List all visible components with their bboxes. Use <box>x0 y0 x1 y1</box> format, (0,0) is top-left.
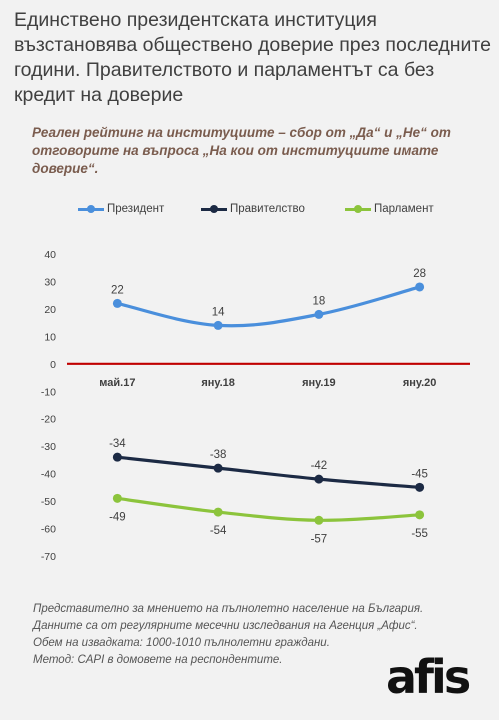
data-point <box>314 309 324 319</box>
data-label: 18 <box>312 295 325 307</box>
legend-label-parliament: Парламент <box>374 203 434 215</box>
data-point <box>314 474 324 484</box>
data-label: -45 <box>411 468 428 480</box>
data-point <box>415 510 425 520</box>
y-tick-label: -40 <box>41 469 56 481</box>
legend-item-parliament: Парламент <box>345 203 434 215</box>
y-tick-label: -50 <box>41 496 56 508</box>
y-tick-label: 40 <box>44 249 56 261</box>
y-tick-label: -10 <box>41 386 56 398</box>
data-label: -49 <box>109 511 126 523</box>
footnote-line: Данните са от регулярните месечни изслед… <box>33 620 418 632</box>
data-point <box>415 282 425 292</box>
legend-label-government: Правителство <box>230 203 305 215</box>
data-label: -57 <box>311 533 328 545</box>
y-tick-label: -60 <box>41 524 56 536</box>
line-chart: 40 30 20 10 0 -10 -20 -30 -40 -50 -60 -70 май.17 яну.… <box>41 249 470 563</box>
data-point <box>213 507 223 517</box>
footnote-line: Обем на извадката: 1000-1010 пълнолетни … <box>33 637 330 649</box>
data-label: -38 <box>210 449 227 461</box>
footnote-line: Метод: CAPI в домовете на респондентите. <box>33 654 283 666</box>
y-tick-label: -20 <box>41 414 56 426</box>
series-line <box>115 285 422 328</box>
data-point <box>112 452 122 462</box>
data-point <box>213 463 223 473</box>
y-tick-label: 0 <box>50 359 56 371</box>
chart-subtitle: Реален рейтинг на институциите – сбор от… <box>32 125 451 176</box>
data-label: 22 <box>111 284 124 296</box>
footnote-line: Представително за мнението на пълнолетно… <box>33 603 424 615</box>
afis-logo: afis <box>386 650 471 704</box>
y-tick-label: 30 <box>44 276 56 288</box>
data-point <box>415 482 425 492</box>
data-label: -42 <box>311 460 328 472</box>
y-tick-label: 20 <box>44 304 56 316</box>
data-point <box>112 298 122 308</box>
x-tick-label: май.17 <box>99 377 135 389</box>
data-point <box>112 493 122 503</box>
y-tick-label: 10 <box>44 331 56 343</box>
x-tick-label: яну.20 <box>403 377 437 389</box>
legend-item-government: Правителство <box>201 203 305 215</box>
x-tick-label: яну.19 <box>302 377 336 389</box>
data-point <box>213 320 223 330</box>
legend-swatch-parliament <box>345 204 371 214</box>
x-tick-label: яну.18 <box>201 377 235 389</box>
data-label: -54 <box>210 525 227 537</box>
data-label: 28 <box>413 268 426 280</box>
legend-swatch-president <box>78 204 104 214</box>
series-line <box>115 455 422 489</box>
data-label: 14 <box>212 306 225 318</box>
y-tick-label: -70 <box>41 551 56 563</box>
legend-label-president: Президент <box>107 203 165 215</box>
data-label: -34 <box>109 438 126 450</box>
series-line <box>115 496 422 522</box>
data-label: -55 <box>411 528 428 540</box>
legend-swatch-government <box>201 204 227 214</box>
y-tick-label: -30 <box>41 441 56 453</box>
legend-item-president: Президент <box>78 203 164 215</box>
legend: Президент Правителство Парламент <box>0 203 499 223</box>
chart-title: Единствено президентската институция въз… <box>14 9 491 106</box>
footnotes: Представително за мнението на пълнолетно… <box>33 601 463 669</box>
data-point <box>314 515 324 525</box>
